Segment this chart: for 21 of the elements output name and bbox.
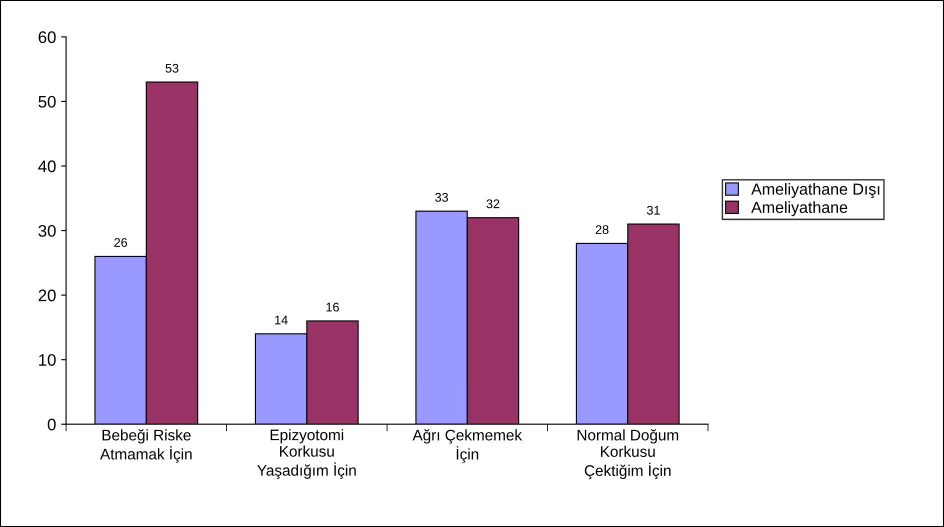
data-label: 26 (114, 238, 128, 247)
y-tick-label: 0 (48, 418, 56, 430)
y-tick-label: 50 (38, 96, 56, 108)
x-tick-label: Ağrı Çekmemek İçin (412, 429, 522, 463)
y-tick-label: 40 (38, 160, 56, 172)
data-label: 16 (326, 302, 339, 312)
x-tick-label: Bebeği Riske Atmamak İçin (100, 429, 192, 463)
data-label: 28 (596, 225, 608, 234)
x-tick-label: Epizyotomi Korkusu Yaşadığım İçin (257, 429, 356, 479)
y-tick-label: 60 (38, 31, 56, 44)
x-tick-label: Normal Doğum Korkusu Çektiğim İçin (578, 429, 678, 480)
legend-label: Ameliyathane Dışı (751, 183, 880, 198)
legend-label: Ameliyathane (751, 201, 848, 216)
data-label: 14 (275, 316, 288, 324)
y-tick-label: 30 (38, 224, 56, 237)
data-label: 33 (435, 192, 448, 202)
y-tick-label: 20 (38, 290, 56, 302)
data-label: 53 (166, 64, 178, 73)
data-label: 32 (486, 199, 500, 208)
y-tick-label: 10 (39, 354, 56, 366)
data-label: 31 (646, 206, 660, 215)
